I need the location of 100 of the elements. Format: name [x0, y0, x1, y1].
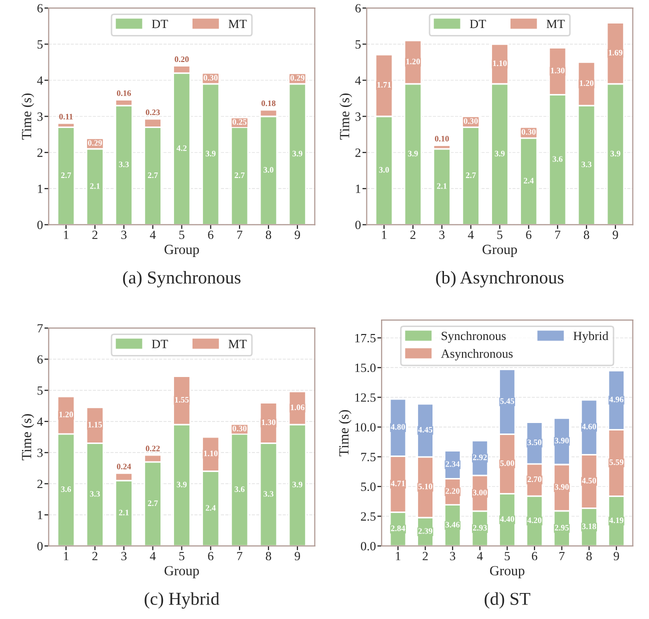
x-tick-label: 6: [208, 552, 214, 560]
data-label: 4.19: [609, 518, 624, 524]
x-tick-label: 5: [504, 552, 510, 560]
x-tick-label: 9: [614, 552, 620, 560]
x-tick-label: 6: [208, 230, 214, 240]
legend-label: DT: [152, 20, 168, 28]
data-label: 4.2: [176, 145, 187, 151]
x-tick-label: 9: [612, 230, 618, 240]
x-tick-label: 4: [477, 552, 483, 560]
data-label: 1.10: [493, 60, 507, 66]
data-label: 3.46: [446, 522, 460, 528]
data-label: 2.7: [466, 172, 476, 178]
data-label: 0.25: [232, 119, 247, 125]
x-tick-label: 3: [121, 552, 127, 560]
x-tick-label: 1: [382, 230, 386, 239]
data-label: 3.9: [292, 482, 302, 488]
y-tick-label: 12.5: [355, 393, 376, 402]
x-tick-label: 1: [64, 230, 68, 239]
legend-label: MT: [546, 20, 565, 28]
data-label: 2.4: [206, 505, 216, 511]
text: (c) Hybrid: [144, 592, 220, 609]
x-tick-label: 5: [179, 552, 184, 560]
data-label: 2.1: [119, 510, 129, 516]
y-tick-label: 6: [37, 355, 43, 364]
data-label: 0.30: [232, 426, 247, 432]
data-label: 0.30: [204, 74, 218, 81]
y-tick-label: 2: [37, 148, 42, 157]
y-tick-label: 2: [37, 480, 42, 488]
data-label: 1.30: [262, 419, 276, 426]
data-label: 0.29: [88, 140, 102, 146]
data-label: 1.15: [88, 422, 102, 428]
data-label: 3.0: [379, 166, 389, 173]
data-label: 1.30: [550, 68, 565, 74]
data-label: 0.22: [146, 446, 160, 452]
data-label: 1.71: [377, 82, 391, 88]
data-label: 2.84: [391, 526, 406, 532]
y-tick-label: 0: [37, 220, 43, 230]
data-label: 1.10: [204, 450, 218, 456]
y-tick-label: 1: [38, 510, 42, 520]
legend-label: Asynchronous: [441, 349, 513, 360]
x-axis-title: Group: [482, 244, 517, 257]
x-tick-label: 6: [526, 230, 532, 240]
legend-label: Hybrid: [573, 331, 608, 343]
x-tick-label: 5: [497, 230, 502, 240]
y-tick-label: 10.0: [355, 423, 376, 432]
y-tick-label: 7.5: [361, 452, 376, 462]
x-tick-label: 7: [555, 230, 560, 239]
data-label: 4.96: [609, 396, 624, 402]
data-label: 4.50: [582, 478, 596, 484]
x-tick-label: 2: [410, 230, 416, 239]
data-label: 4.40: [500, 516, 514, 522]
data-label: 3.18: [582, 524, 596, 530]
data-label: 2.7: [234, 172, 245, 178]
y-axis-title: Time (s): [340, 94, 352, 140]
data-label: 3.9: [408, 150, 418, 156]
data-label: 3.9: [610, 150, 620, 156]
y-tick-label: 6: [37, 4, 43, 13]
text: (a) Synchronous: [123, 270, 240, 288]
data-label: 3.3: [582, 162, 592, 168]
data-label: 2.7: [61, 172, 72, 178]
y-tick-label: 0: [355, 220, 361, 230]
x-tick-label: 6: [532, 552, 538, 560]
x-tick-label: 2: [92, 552, 98, 560]
x-tick-label: 1: [396, 552, 400, 560]
legend-label: MT: [228, 20, 247, 28]
data-label: 2.39: [418, 528, 432, 534]
data-label: 3.9: [494, 150, 505, 156]
y-tick-label: 3: [355, 112, 361, 121]
x-tick-label: 4: [150, 230, 156, 239]
x-tick-label: 8: [586, 552, 592, 560]
x-tick-label: 4: [468, 230, 474, 239]
data-label: 1.55: [175, 396, 189, 403]
data-label: 2.1: [90, 183, 100, 189]
legend-label: MT: [228, 340, 247, 348]
x-tick-label: 9: [294, 552, 300, 560]
data-label: 2.7: [148, 172, 158, 178]
data-label: 0.24: [116, 464, 132, 470]
data-label: 5.59: [609, 459, 624, 466]
data-label: 3.6: [552, 156, 563, 162]
x-tick-label: 9: [294, 230, 300, 240]
data-label: 1.20: [580, 80, 594, 86]
data-label: 0.16: [116, 90, 131, 96]
y-tick-label: 15.0: [355, 364, 376, 372]
data-label: 3.90: [554, 438, 569, 444]
x-tick-label: 7: [237, 230, 242, 239]
data-label: 1.20: [59, 412, 74, 418]
x-tick-label: 7: [559, 552, 565, 560]
y-tick-label: 3: [37, 112, 43, 121]
data-label: 1.20: [406, 58, 420, 64]
data-label: 4.71: [390, 480, 405, 486]
x-tick-label: 3: [121, 230, 127, 240]
y-axis-title: Time (s): [21, 94, 34, 140]
y-tick-label: 0: [37, 542, 43, 550]
x-axis-title: Group: [490, 566, 524, 578]
y-axis-title: Time (s): [21, 414, 34, 460]
x-tick-label: 3: [450, 552, 456, 560]
y-tick-label: 7: [38, 324, 43, 332]
x-tick-label: 7: [237, 552, 242, 560]
y-tick-label: 5: [38, 40, 43, 49]
x-tick-label: 2: [422, 552, 428, 560]
